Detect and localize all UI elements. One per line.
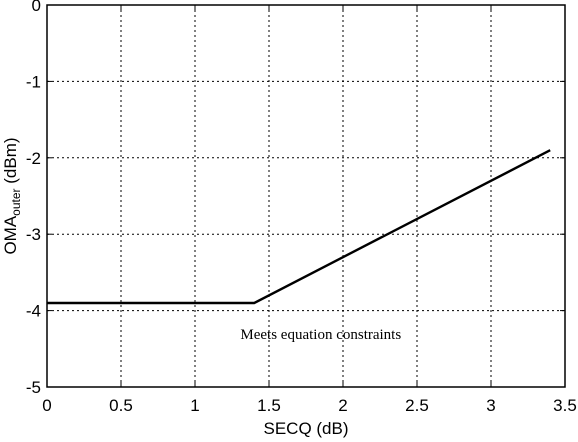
x-tick-label: 0.5 — [109, 396, 133, 415]
y-axis-label-subscript: outer — [9, 188, 23, 215]
y-tick-labels: 0 -1 -2 -3 -4 -5 — [26, 0, 41, 397]
y-axis-label-unit: (dBm) — [1, 137, 20, 188]
x-tick-label: 2.5 — [405, 396, 429, 415]
y-tick-label: -3 — [26, 225, 41, 244]
x-tick-label: 3 — [486, 396, 495, 415]
annotations: Meets equation constraints — [240, 327, 401, 343]
x-axis-label: SECQ (dB) — [263, 419, 348, 438]
x-tick-label: 0 — [42, 396, 51, 415]
y-tick-label: -5 — [26, 378, 41, 397]
x-tick-label: 3.5 — [553, 396, 577, 415]
series-line — [47, 149, 551, 305]
grid-lines — [46, 4, 566, 388]
x-tick-label: 1 — [190, 396, 199, 415]
plot-frame — [46, 4, 566, 388]
x-tick-labels: 0 0.5 1 1.5 2 2.5 3 3.5 — [42, 396, 577, 415]
y-tick-label: -2 — [26, 149, 41, 168]
x-tick-label: 1.5 — [257, 396, 281, 415]
annotation-text: Meets equation constraints — [240, 327, 401, 343]
y-tick-label: -1 — [26, 72, 41, 91]
y-tick-label: -4 — [26, 302, 41, 321]
y-axis-label: OMAouter (dBm) — [1, 137, 23, 254]
y-axis-label-main: OMA — [1, 215, 20, 254]
y-tick-label: 0 — [32, 0, 41, 15]
x-tick-label: 2 — [338, 396, 347, 415]
